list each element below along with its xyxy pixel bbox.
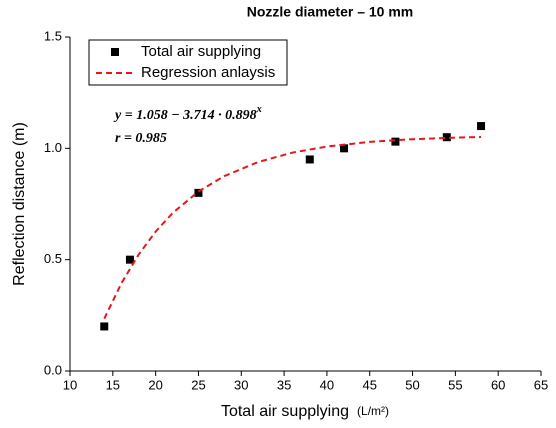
- x-tick-label: 35: [277, 377, 291, 392]
- x-unit: (L/m²): [357, 404, 389, 418]
- legend-marker: [111, 48, 119, 56]
- equation-exponent: x: [256, 104, 262, 115]
- x-tick-label: 45: [362, 377, 376, 392]
- x-tick-label: 15: [106, 377, 120, 392]
- y-tick-label: 1.5: [44, 28, 62, 43]
- y-tick-label: 0.5: [44, 251, 62, 266]
- x-tick-label: 55: [448, 377, 462, 392]
- x-tick-label: 40: [320, 377, 334, 392]
- x-tick-label: 25: [191, 377, 205, 392]
- point: [391, 137, 400, 146]
- point: [194, 188, 203, 197]
- point: [340, 144, 349, 153]
- x-tick-label: 60: [491, 377, 505, 392]
- correlation: r = 0.985: [115, 131, 167, 146]
- legend-label: Total air supplying: [141, 43, 261, 60]
- legend-label: Regression anlaysis: [141, 64, 275, 81]
- x-tick-label: 10: [63, 377, 77, 392]
- point: [125, 255, 134, 264]
- x-tick-label: 20: [148, 377, 162, 392]
- x-tick-label: 30: [234, 377, 248, 392]
- x-tick-label: 50: [405, 377, 419, 392]
- point: [477, 122, 486, 131]
- regression-line: [103, 135, 482, 320]
- x-axis-label: Total air supplying (L/m²): [221, 403, 389, 420]
- y-axis-label: Reflection distance (m): [11, 122, 28, 286]
- chart-title: Nozzle diameter – 10 mm: [247, 4, 414, 20]
- point: [305, 155, 314, 164]
- y-tick-label: 1.0: [44, 140, 62, 155]
- legend-box: [88, 39, 288, 86]
- point: [100, 322, 109, 331]
- point: [442, 133, 451, 142]
- equation: y = 1.058 − 3.714 · 0.898x: [113, 104, 262, 123]
- x-label-text: Total air supplying: [221, 403, 349, 420]
- equation-base: y = 1.058 − 3.714 · 0.898: [113, 108, 257, 123]
- y-tick-label: 0.0: [44, 362, 62, 377]
- x-tick-label: 65: [534, 377, 548, 392]
